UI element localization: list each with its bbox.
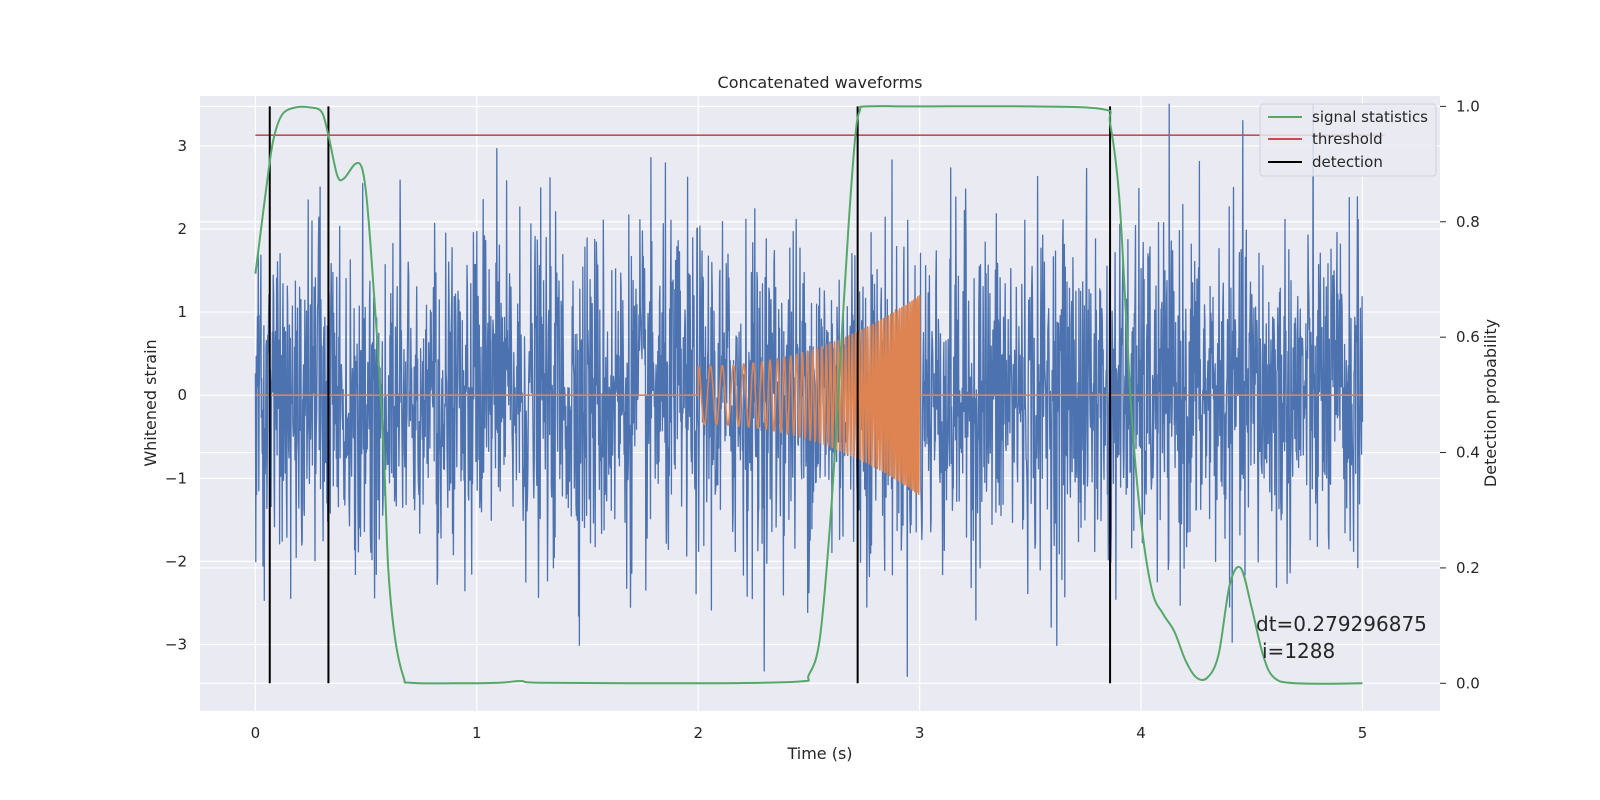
y-tick-label-0: −3 <box>165 636 187 654</box>
legend-label-threshold: threshold <box>1312 130 1383 148</box>
y2-tick-label-1: 0.2 <box>1456 559 1480 577</box>
x-tick-label-1: 1 <box>472 724 482 742</box>
y2-tick-label-0: 0.0 <box>1456 674 1480 692</box>
annotation-dt: dt=0.279296875 <box>1256 612 1427 636</box>
y2-tick-label-2: 0.4 <box>1456 444 1480 462</box>
chart-title: Concatenated waveforms <box>718 73 923 92</box>
strain-noise-line <box>254 103 1364 677</box>
legend-label-detection: detection <box>1312 153 1383 171</box>
legend-box <box>1259 103 1437 177</box>
signal-statistics-line <box>254 105 1363 685</box>
legend: signal statistics threshold detection <box>1259 103 1437 177</box>
x-tick-label-0: 0 <box>251 724 261 742</box>
x-tick-label-4: 4 <box>1136 724 1146 742</box>
y-tick-label-5: 2 <box>177 220 187 238</box>
plot-area <box>254 103 1385 685</box>
y-tick-label-3: 0 <box>177 386 187 404</box>
legend-label-signal-statistics: signal statistics <box>1312 108 1428 126</box>
axes: 0 1 2 3 4 5 −3 −2 −1 0 1 2 3 0.0 0.2 0.4 0.6 0.8 1.0 <box>165 97 1480 742</box>
y-tick-label-6: 3 <box>177 137 187 155</box>
x-axis-label: Time (s) <box>786 744 852 763</box>
y-axis-label: Whitened strain <box>141 339 160 466</box>
x-tick-label-5: 5 <box>1358 724 1368 742</box>
y2-tick-label-3: 0.6 <box>1456 328 1480 346</box>
x-tick-label-3: 3 <box>915 724 925 742</box>
y-tick-label-2: −1 <box>165 469 187 487</box>
y2-axis-label: Detection probability <box>1481 319 1500 487</box>
x-tick-label-2: 2 <box>693 724 703 742</box>
y-tick-label-4: 1 <box>177 303 187 321</box>
injected-signal-line <box>255 294 1363 496</box>
annotation-i: i=1288 <box>1262 639 1335 663</box>
y2-tick-label-5: 1.0 <box>1456 97 1480 115</box>
y-tick-label-1: −2 <box>165 552 187 570</box>
y2-tick-label-4: 0.8 <box>1456 213 1480 231</box>
